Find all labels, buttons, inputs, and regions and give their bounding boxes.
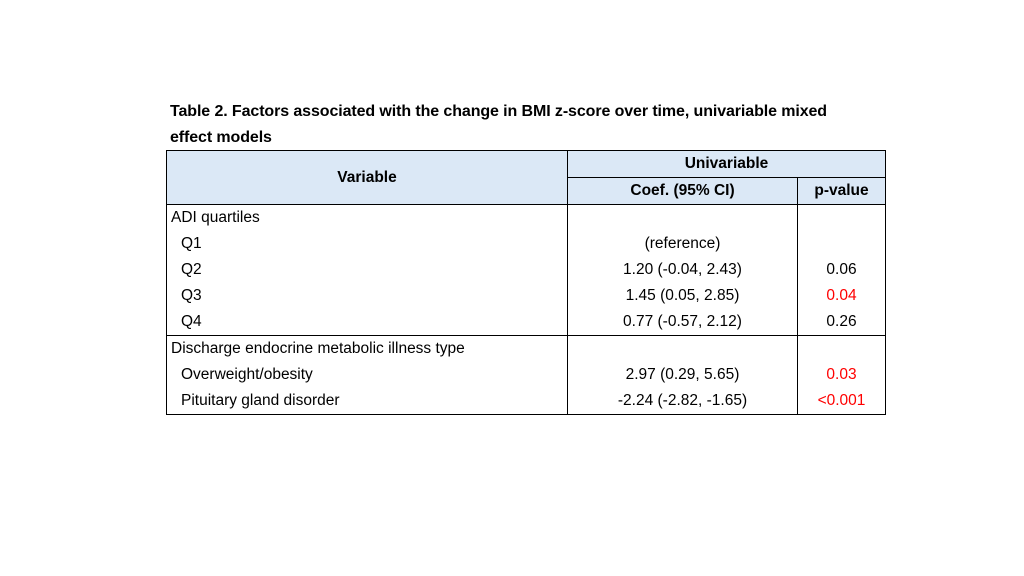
pvalue-cell-significant: 0.04 [797,283,886,309]
coef-cell: -2.24 (-2.82, -1.65) [567,388,798,415]
pvalue-cell [797,204,886,231]
pvalue-cell-significant: 0.03 [797,362,886,388]
results-table: Variable Univariable Coef. (95% CI) p-va… [166,150,886,415]
header-row-1: Variable Univariable [166,150,886,205]
table-row: Q4 0.77 (-0.57, 2.12) 0.26 [166,309,886,336]
row-label: Q2 [166,257,568,283]
pvalue-cell [797,231,886,257]
group-title: Discharge endocrine metabolic illness ty… [166,335,568,362]
table-row: Q3 1.45 (0.05, 2.85) 0.04 [166,283,886,309]
coef-cell: 0.77 (-0.57, 2.12) [567,309,798,336]
row-label: Overweight/obesity [166,362,568,388]
header-variable: Variable [166,150,568,205]
pvalue-cell [797,335,886,362]
caption-line-2: effect models [170,129,272,146]
group-row-adi: ADI quartiles [166,204,886,231]
pvalue-cell: 0.26 [797,309,886,336]
caption-line-1: Table 2. Factors associated with the cha… [170,103,827,120]
header-coef: Coef. (95% CI) [567,177,798,205]
row-label: Q3 [166,283,568,309]
row-label: Q4 [166,309,568,336]
table-row: Overweight/obesity 2.97 (0.29, 5.65) 0.0… [166,362,886,388]
header-pvalue: p-value [797,177,886,205]
group-row-illness-type: Discharge endocrine metabolic illness ty… [166,335,886,362]
row-label: Q1 [166,231,568,257]
coef-cell [567,204,798,231]
coef-cell [567,335,798,362]
header-row-2: Coef. (95% CI) p-value [167,177,886,205]
header-univariable: Univariable [567,150,886,178]
table-row: Q1 (reference) [166,231,886,257]
coef-cell: 1.45 (0.05, 2.85) [567,283,798,309]
table-caption: Table 2. Factors associated with the cha… [170,99,870,151]
pvalue-cell-significant: <0.001 [797,388,886,415]
coef-cell: 1.20 (-0.04, 2.43) [567,257,798,283]
table-row: Q2 1.20 (-0.04, 2.43) 0.06 [166,257,886,283]
pvalue-cell: 0.06 [797,257,886,283]
table-row: Pituitary gland disorder -2.24 (-2.82, -… [166,388,886,415]
row-label: Pituitary gland disorder [166,388,568,415]
group-title: ADI quartiles [166,204,568,231]
coef-cell: 2.97 (0.29, 5.65) [567,362,798,388]
coef-cell: (reference) [567,231,798,257]
